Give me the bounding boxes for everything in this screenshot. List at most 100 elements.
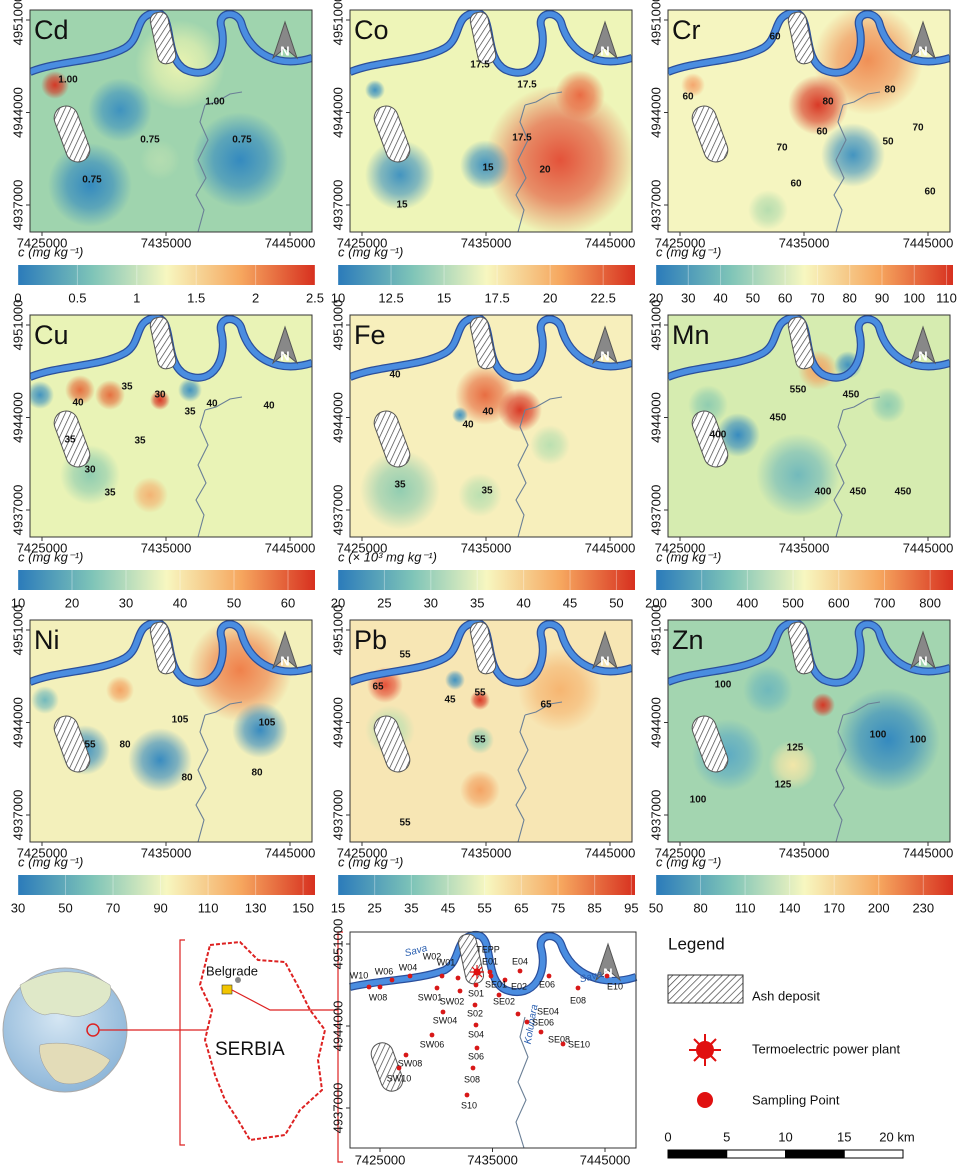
sampling-point	[576, 986, 581, 991]
colorbar-unit: c (mg kg⁻¹)	[656, 549, 721, 564]
contour-label: 45	[444, 695, 456, 706]
colorbar-tick-label: 110	[735, 900, 756, 915]
station-label: TEPP	[476, 944, 500, 954]
station-label: W06	[375, 966, 394, 976]
sampling-point	[473, 1003, 478, 1008]
north-label: N	[280, 43, 289, 58]
colorbar-tick-label: 22.5	[591, 290, 616, 305]
colorbar-unit: c (mg kg⁻¹)	[338, 244, 403, 259]
colorbar-tick-label: 45	[563, 595, 577, 610]
y-tick-label: 4951000	[648, 0, 663, 45]
concentration-blob	[445, 670, 465, 690]
element-label: Fe	[354, 320, 386, 350]
contour-label: 40	[482, 407, 494, 418]
contour-label: 55	[84, 740, 96, 751]
colorbar-tick-label: 35	[470, 595, 484, 610]
sampling-point	[367, 985, 372, 990]
contour-label: 55	[474, 735, 486, 746]
sampling-point	[471, 1066, 476, 1071]
colorbar-unit: c (mg kg⁻¹)	[18, 854, 83, 869]
contour-label: 40	[206, 399, 218, 410]
scale-label: 10	[778, 1129, 792, 1144]
contour-label: 65	[372, 682, 384, 693]
scale-label: 0	[664, 1129, 671, 1144]
y-tick-label: 4944000	[648, 87, 663, 138]
station-label: E01	[482, 956, 498, 966]
x-tick-label: 7445000	[265, 540, 316, 555]
contour-label: 70	[912, 123, 924, 134]
contour-label: 17.5	[512, 133, 532, 144]
concentration-blob	[743, 665, 793, 715]
scale-segment	[668, 1150, 727, 1158]
contour-label: 35	[121, 382, 133, 393]
concentration-blob	[748, 190, 788, 230]
y-tick-label: 4937000	[10, 180, 25, 231]
element-label: Pb	[354, 625, 387, 655]
y-tick-label: 4944000	[330, 1001, 345, 1052]
sampling-point	[488, 970, 493, 975]
x-tick-label: 7425000	[355, 1152, 406, 1167]
sampling-point	[465, 1093, 470, 1098]
y-tick-label: 4951000	[648, 605, 663, 656]
colorbar-tick-label: 60	[778, 290, 792, 305]
contour-label: 100	[690, 795, 707, 806]
y-tick-label: 4937000	[10, 485, 25, 536]
colorbar-unit: c (× 10³ mg kg⁻¹)	[338, 549, 437, 564]
map-panel: N40353035404035353035Cu	[26, 315, 312, 537]
x-tick-label: 7435000	[141, 235, 192, 250]
contour-label: 40	[72, 398, 84, 409]
station-label: SE06	[532, 1017, 554, 1027]
legend-label: Sampling Point	[752, 1092, 840, 1107]
colorbar-tick-label: 40	[516, 595, 530, 610]
colorbar-tick-label: 2	[252, 290, 259, 305]
y-tick-label: 4944000	[648, 697, 663, 748]
map-panel: N100100100125125100Zn	[668, 620, 950, 842]
colorbar-tick-label: 95	[624, 900, 638, 915]
y-tick-label: 4937000	[648, 790, 663, 841]
x-tick-label: 7445000	[265, 845, 316, 860]
y-tick-label: 4937000	[648, 485, 663, 536]
element-label: Cd	[34, 15, 69, 45]
x-tick-label: 7435000	[779, 845, 830, 860]
element-label: Mn	[672, 320, 710, 350]
north-label: N	[280, 348, 289, 363]
contour-label: 450	[843, 390, 860, 401]
legend: Legend Ash deposit Termoelectric power p…	[668, 934, 901, 1108]
north-label: N	[918, 348, 927, 363]
concentration-blob	[555, 70, 605, 120]
sampling-point	[458, 989, 463, 994]
sampling-point	[440, 974, 445, 979]
colorbar-tick-label: 1	[133, 290, 140, 305]
contour-label: 30	[154, 390, 166, 401]
sampling-point	[474, 1023, 479, 1028]
colorbar-tick-label: 12.5	[378, 290, 403, 305]
colorbar	[338, 265, 635, 285]
colorbar-tick-label: 20	[543, 290, 557, 305]
contour-label: 450	[850, 487, 867, 498]
colorbar-tick-label: 1.5	[187, 290, 205, 305]
contour-label: 35	[394, 480, 406, 491]
contour-label: 55	[399, 650, 411, 661]
station-label: S08	[464, 1074, 480, 1084]
sampling-point	[525, 1020, 530, 1025]
station-label: E02	[511, 981, 527, 991]
colorbar	[338, 570, 635, 590]
y-tick-label: 4944000	[330, 697, 345, 748]
colorbar	[656, 570, 953, 590]
contour-label: 15	[396, 200, 408, 211]
station-label: W10	[350, 970, 369, 980]
contour-label: 40	[462, 420, 474, 431]
x-tick-label: 7435000	[779, 235, 830, 250]
colorbar-unit: c (mg kg⁻¹)	[338, 854, 403, 869]
concentration-blob	[88, 78, 152, 142]
x-tick-label: 7435000	[461, 235, 512, 250]
sampling-point	[456, 976, 461, 981]
y-tick-label: 4937000	[330, 1083, 345, 1134]
contour-label: 30	[84, 465, 96, 476]
station-label: SE01	[485, 979, 507, 989]
scale-segment	[786, 1150, 845, 1158]
colorbar	[338, 875, 635, 895]
y-tick-label: 4944000	[330, 87, 345, 138]
station-label: S04	[468, 1029, 484, 1039]
north-label: N	[918, 653, 927, 668]
